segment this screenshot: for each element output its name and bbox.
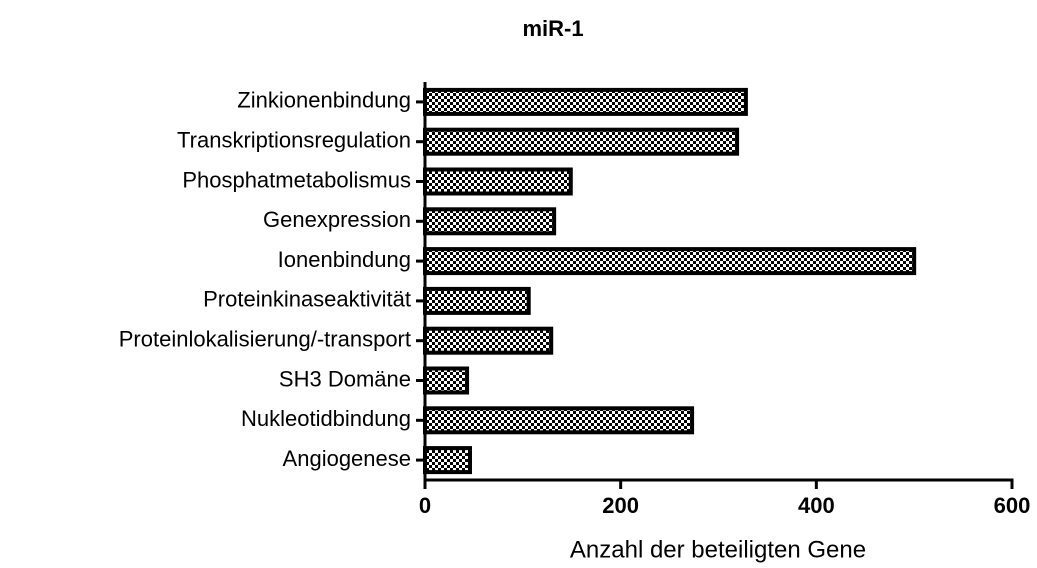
- bar: [423, 167, 573, 196]
- y-tick-label: Proteinkinaseaktivität: [203, 287, 411, 312]
- y-tick-label: Genexpression: [263, 207, 411, 232]
- y-tick-label: Ionenbindung: [278, 247, 411, 272]
- chart-title: miR-1: [522, 16, 583, 41]
- y-tick-label: Phosphatmetabolismus: [182, 167, 411, 192]
- x-axis-label: Anzahl der beteiligten Gene: [570, 536, 866, 563]
- bar: [423, 207, 557, 236]
- bar: [423, 326, 554, 355]
- y-tick-label: Angiogenese: [283, 446, 411, 471]
- bar: [423, 127, 740, 156]
- y-tick-label: Proteinlokalisierung/-transport: [119, 327, 411, 352]
- bar: [423, 286, 531, 315]
- x-tick-label: 0: [419, 493, 431, 518]
- bar: [423, 446, 473, 475]
- bar: [423, 366, 470, 395]
- y-tick-label: Zinkionenbindung: [237, 88, 411, 113]
- bar: [423, 247, 917, 276]
- y-tick-label: Transkriptionsregulation: [177, 128, 411, 153]
- x-tick-label: 600: [994, 493, 1031, 518]
- y-tick-label: Nukleotidbindung: [241, 406, 411, 431]
- bar: [423, 406, 695, 435]
- bar: [423, 87, 748, 116]
- y-tick-label: SH3 Domäne: [279, 366, 411, 391]
- x-tick-label: 200: [602, 493, 639, 518]
- x-tick-label: 400: [798, 493, 835, 518]
